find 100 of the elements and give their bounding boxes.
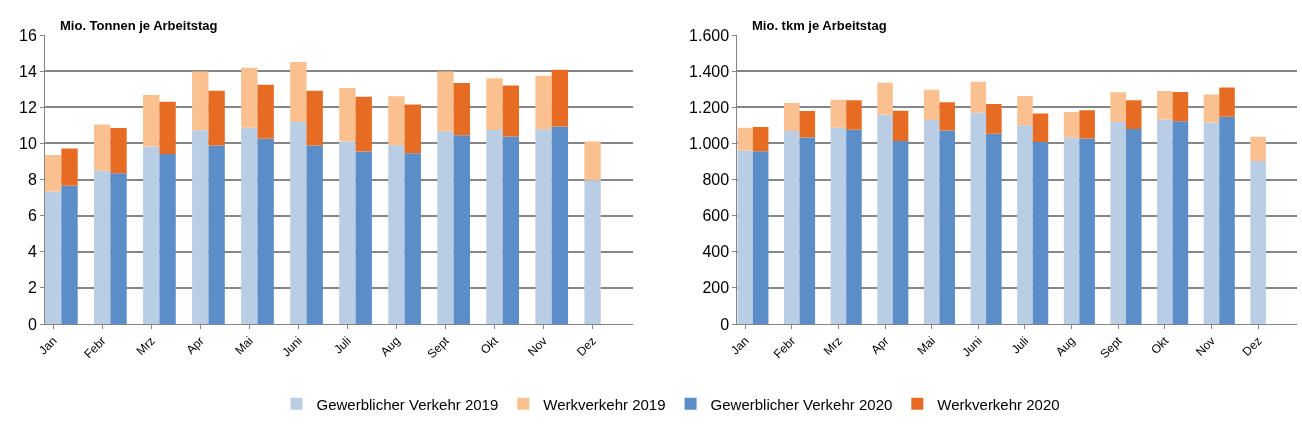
bar — [1032, 141, 1049, 324]
x-tick-label: Aug — [377, 333, 403, 359]
bar — [388, 145, 405, 324]
bar — [257, 84, 274, 139]
y-tick-label: 800 — [702, 171, 730, 189]
x-tick-label: Jan — [727, 333, 752, 358]
bar — [970, 112, 987, 324]
y-tick-label: 0 — [720, 315, 730, 333]
bar — [94, 124, 111, 171]
y-tick-label: 600 — [702, 207, 730, 225]
bar — [1126, 100, 1142, 129]
bar — [1219, 87, 1235, 117]
y-tick-label: 14 — [19, 62, 37, 80]
bar — [437, 131, 454, 324]
bar — [584, 141, 601, 181]
bar — [388, 96, 405, 146]
y-tick-label: 400 — [702, 243, 730, 261]
bar — [355, 151, 372, 324]
bar — [110, 173, 127, 324]
bar — [404, 104, 421, 154]
legend-label: Gewerblicher Verkehr 2020 — [710, 395, 893, 413]
bar — [1172, 121, 1189, 324]
bar — [877, 82, 893, 115]
bar — [1063, 111, 1080, 138]
bar — [986, 104, 1002, 134]
bar — [241, 67, 258, 128]
x-tick-label: Jan — [35, 333, 60, 358]
x-tick-label: Apr — [183, 333, 207, 357]
bar — [453, 83, 470, 136]
bar — [192, 71, 209, 131]
bar — [551, 126, 569, 324]
x-tick-label: Nov — [1192, 333, 1218, 359]
bar — [110, 128, 127, 174]
bar — [355, 96, 372, 152]
y-tick-label: 6 — [27, 207, 37, 225]
y-tick-label: 1.600 — [689, 26, 730, 44]
bar — [257, 138, 274, 324]
bar — [784, 130, 800, 324]
y-tick-label: 4 — [27, 243, 37, 261]
bar — [1126, 128, 1142, 324]
bar — [404, 153, 421, 324]
bar — [159, 101, 176, 155]
bar — [1250, 160, 1266, 324]
bar — [159, 154, 176, 324]
bar — [1032, 113, 1049, 142]
bar — [306, 145, 323, 324]
bar — [799, 111, 816, 138]
y-tick-label: 12 — [19, 98, 37, 116]
bar — [986, 133, 1002, 324]
bar — [241, 127, 258, 324]
x-tick-label: Mai — [232, 333, 256, 358]
bar — [737, 150, 753, 324]
bar — [1157, 119, 1173, 324]
bar — [453, 135, 470, 324]
bar — [208, 145, 225, 324]
y-tick-label: 1.200 — [689, 98, 730, 116]
y-tick-label: 1.400 — [689, 62, 730, 80]
legend-label: Werkverkehr 2019 — [543, 395, 666, 413]
y-tick-label: 1.000 — [689, 134, 730, 152]
bar — [1219, 116, 1235, 324]
bar — [877, 114, 893, 324]
bar — [45, 154, 62, 192]
bar — [339, 141, 356, 324]
y-tick-label: 200 — [702, 279, 730, 297]
bar — [486, 78, 503, 131]
x-tick-label: Mrz — [820, 333, 845, 358]
bar — [208, 90, 225, 146]
bar — [830, 99, 847, 128]
bar — [923, 89, 940, 121]
bar — [1110, 92, 1126, 123]
y-tick-label: 2 — [27, 279, 37, 297]
bar — [94, 170, 111, 324]
bar — [584, 180, 601, 324]
bar — [737, 127, 753, 151]
x-tick-label: Nov — [524, 333, 550, 359]
bar — [143, 94, 160, 147]
bar — [1017, 96, 1033, 126]
bar — [535, 75, 552, 130]
bar — [1063, 137, 1080, 324]
bar — [970, 81, 987, 113]
bar — [339, 88, 356, 142]
bar — [752, 151, 769, 324]
bar — [306, 90, 323, 146]
chart-title: Mio. tkm je Arbeitstag — [752, 18, 887, 33]
y-tick-label: 8 — [27, 171, 37, 189]
bar — [1157, 90, 1173, 120]
bar — [290, 121, 307, 324]
bar — [1110, 122, 1126, 324]
x-tick-label: Mai — [914, 333, 939, 358]
bar — [502, 85, 520, 137]
bar — [551, 69, 569, 127]
bar — [61, 185, 78, 324]
bar — [939, 130, 955, 324]
x-tick-label: Juli — [331, 333, 354, 357]
bar — [939, 102, 955, 131]
bar — [784, 103, 800, 131]
bar — [45, 191, 62, 324]
bar — [143, 146, 160, 324]
bar — [192, 130, 209, 324]
bar — [486, 130, 503, 324]
